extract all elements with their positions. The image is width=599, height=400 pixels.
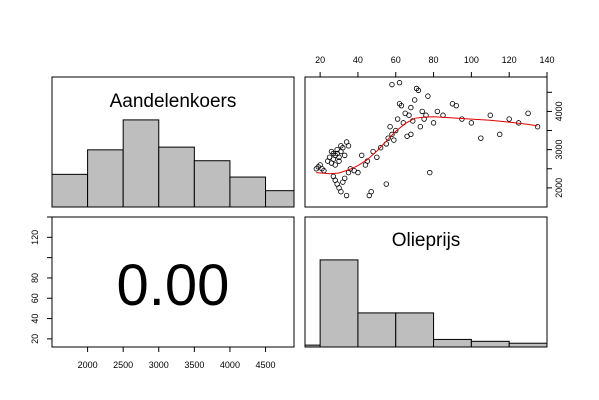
scatter-point	[478, 135, 484, 141]
histogram-bar	[229, 176, 267, 208]
scatter-point	[430, 120, 437, 126]
axis-tick-label: 40	[353, 55, 363, 65]
histogram-bar	[304, 344, 321, 348]
scatter-points	[313, 80, 541, 199]
axis-tick-label: 4000	[554, 101, 564, 121]
axis-tick-label: 60	[391, 55, 401, 65]
variable-label-olieprijs: Olieprijs	[392, 230, 461, 251]
axis-tick-label: 80	[429, 55, 439, 65]
scatter-point	[406, 112, 412, 118]
scatter-point	[400, 120, 407, 126]
scatter-point	[338, 189, 344, 195]
scatter-point	[487, 112, 493, 118]
histogram-bar	[319, 259, 359, 348]
histogram-bar	[193, 160, 231, 208]
correlation-value: 0.00	[117, 253, 230, 318]
scatter-point	[343, 192, 350, 199]
histogram-bar	[470, 340, 510, 348]
histogram-bar	[122, 119, 160, 208]
scatter-point	[408, 104, 414, 111]
histogram-bar	[87, 149, 124, 208]
scatter-point	[342, 175, 348, 182]
scatter-point	[385, 135, 391, 141]
scatter-point	[370, 148, 376, 155]
scatter-point	[336, 158, 342, 164]
axis-tick-label: 2000	[78, 360, 98, 370]
axis-bottom-aandelenkoers: 2000 2500 3000 3500 4000 4500	[78, 346, 276, 370]
histogram-bar	[158, 146, 195, 208]
axis-tick-label: 2500	[113, 360, 133, 370]
axis-tick-label: 140	[539, 55, 554, 65]
axis-top-olieprijs: 20 40 60 80 100 120 140	[315, 55, 555, 78]
scatter-point	[342, 152, 348, 159]
histogram-bar	[433, 338, 472, 348]
axis-tick-label: 3000	[149, 360, 169, 370]
scatter-point	[332, 162, 338, 168]
scatter-point	[425, 93, 431, 99]
scatter-point	[419, 108, 425, 115]
axis-tick-label: 3000	[554, 140, 564, 160]
scatter-point	[396, 80, 403, 86]
axis-right-aandelenkoers: 2000 3000 4000	[546, 91, 564, 198]
axis-tick-label: 4500	[256, 360, 276, 370]
scatter-point	[345, 143, 352, 149]
scatter-point	[377, 145, 384, 151]
histogram-bar	[357, 312, 397, 348]
scatter-point	[359, 152, 365, 159]
axis-tick-label: 20	[30, 334, 40, 344]
axis-tick-label: 60	[30, 293, 40, 303]
histogram-bar	[51, 173, 89, 208]
axis-tick-label: 3500	[184, 360, 204, 370]
axis-tick-label: 120	[30, 230, 40, 245]
scatter-point	[534, 124, 541, 130]
histogram-bar	[265, 190, 295, 208]
scatter-point	[340, 145, 346, 151]
scatter-point	[468, 120, 475, 126]
axis-tick-label: 4000	[220, 360, 240, 370]
scatter-point	[453, 102, 459, 109]
histogram-bar	[395, 312, 435, 348]
scatter-point	[525, 110, 531, 117]
scatter-point	[408, 131, 414, 138]
scatter-point	[411, 97, 418, 103]
histogram-olieprijs	[304, 259, 548, 348]
scatter-point	[393, 127, 399, 134]
scatter-point	[427, 169, 433, 176]
axis-tick-label: 40	[30, 314, 40, 324]
scatter-point	[434, 108, 441, 115]
axis-tick-label: 120	[502, 55, 517, 65]
axis-tick-label: 2000	[554, 178, 564, 198]
scatter-point	[383, 181, 389, 187]
scatter-point	[374, 154, 380, 160]
axis-tick-label: 100	[464, 55, 479, 65]
scatter-point	[506, 116, 512, 122]
variable-label-aandelenkoers: Aandelenkoers	[110, 91, 237, 112]
scatter-point	[415, 87, 422, 94]
axis-tick-label: 20	[315, 55, 325, 65]
scatter-point	[387, 124, 393, 130]
smoother-line	[316, 116, 538, 175]
axis-tick-label: 80	[30, 273, 40, 283]
scatter-point	[398, 102, 405, 109]
scatter-point	[368, 189, 374, 195]
scatter-point	[389, 81, 395, 88]
scatter-point	[389, 131, 395, 138]
scatter-point	[497, 131, 503, 138]
scatter-point	[394, 116, 401, 122]
scatter-point	[391, 137, 397, 143]
histogram-aandelenkoers	[51, 119, 295, 208]
scatter-point	[417, 124, 424, 130]
histogram-bar	[508, 342, 548, 348]
scatter-point	[355, 169, 361, 176]
scatter-point	[336, 154, 342, 160]
axis-left-olieprijs: 20 40 60 80 120	[30, 216, 53, 344]
